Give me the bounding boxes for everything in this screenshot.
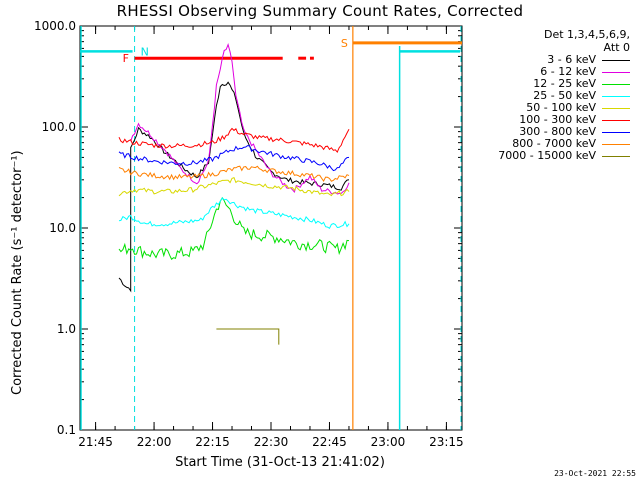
legend-entry-swatch (602, 108, 630, 109)
series-line-5 (118, 176, 350, 197)
y-tick-label: 100.0 (42, 120, 76, 134)
series-line-4 (118, 197, 350, 230)
legend-entries: 3 - 6 keV 6 - 12 keV 12 - 25 keV 25 - 50 ke… (482, 54, 636, 162)
x-tick-label: 23:15 (429, 435, 464, 449)
legend-entry: 800 - 7000 keV (482, 138, 636, 150)
x-tick-label: 23:00 (371, 435, 406, 449)
timestamp: 23-Oct-2021 22:55 (554, 469, 636, 478)
legend-entry: 25 - 50 keV (482, 90, 636, 102)
x-tick-label: 22:00 (137, 435, 172, 449)
x-axis-label: Start Time (31-Oct-13 21:41:02) (175, 455, 385, 470)
legend-entry-label: 100 - 300 keV (519, 113, 596, 126)
series-line-9 (216, 328, 280, 345)
legend-header-line-2: Att 0 (603, 41, 630, 54)
legend-entry-swatch (602, 96, 630, 97)
legend-entry: 100 - 300 keV (482, 114, 636, 126)
y-tick-label: 1.0 (57, 322, 76, 336)
y-axis-label: Corrected Count Rate (s⁻¹ detector⁻¹) (10, 150, 25, 395)
series-line-2 (130, 43, 350, 195)
legend-entry-swatch (602, 132, 630, 133)
legend-entry-label: 50 - 100 keV (526, 101, 596, 114)
x-tick-label: 22:30 (254, 435, 289, 449)
legend-entry: 12 - 25 keV (482, 78, 636, 90)
saa-marker-label: S (341, 37, 348, 50)
legend-entry-swatch (602, 84, 630, 85)
legend-entry-swatch (602, 60, 630, 61)
legend: Det 1,3,4,5,6,9, Att 0 3 - 6 keV 6 - 12 k… (482, 28, 636, 162)
legend-entry-swatch (602, 156, 630, 157)
x-tick-label: 22:45 (312, 435, 347, 449)
legend-entry: 300 - 800 keV (482, 126, 636, 138)
y-tick-label: 10.0 (49, 221, 76, 235)
legend-entry: 50 - 100 keV (482, 102, 636, 114)
legend-entry-swatch (602, 144, 630, 145)
legend-entry: 7000 - 15000 keV (482, 150, 636, 162)
series-line-7 (118, 145, 350, 172)
legend-header-line-1: Det 1,3,4,5,6,9, (543, 28, 630, 41)
series-line-6 (118, 127, 350, 154)
legend-entry-swatch (602, 120, 630, 121)
legend-entry-label: 300 - 800 keV (519, 125, 596, 138)
legend-entry-swatch (602, 72, 630, 73)
series-line-8 (118, 165, 350, 182)
x-tick-label: 21:45 (78, 435, 113, 449)
legend-entry-label: 25 - 50 keV (533, 89, 596, 102)
series-line-3 (118, 196, 350, 260)
series-line-1 (118, 81, 350, 293)
legend-entry: 3 - 6 keV (482, 54, 636, 66)
flare-bar-label: F (123, 52, 129, 65)
legend-entry-label: 6 - 12 keV (540, 65, 596, 78)
plot-frame (79, 25, 463, 431)
legend-entry-label: 7000 - 15000 keV (498, 149, 596, 162)
night-marker-label: N (141, 45, 149, 58)
y-axis-label-text: Corrected Count Rate (10, 254, 25, 395)
x-tick-label: 22:15 (195, 435, 230, 449)
chart-title: RHESSI Observing Summary Count Rates, Co… (116, 2, 524, 20)
legend-entry: 6 - 12 keV (482, 66, 636, 78)
legend-entry-label: 800 - 7000 keV (512, 137, 596, 150)
legend-entry-label: 3 - 6 keV (547, 53, 596, 66)
y-tick-label: 1000.0 (34, 19, 76, 33)
legend-entry-label: 12 - 25 keV (533, 77, 596, 90)
y-axis-label-units: (s⁻¹ detector⁻¹) (10, 150, 25, 251)
y-tick-label: 0.1 (57, 423, 76, 437)
